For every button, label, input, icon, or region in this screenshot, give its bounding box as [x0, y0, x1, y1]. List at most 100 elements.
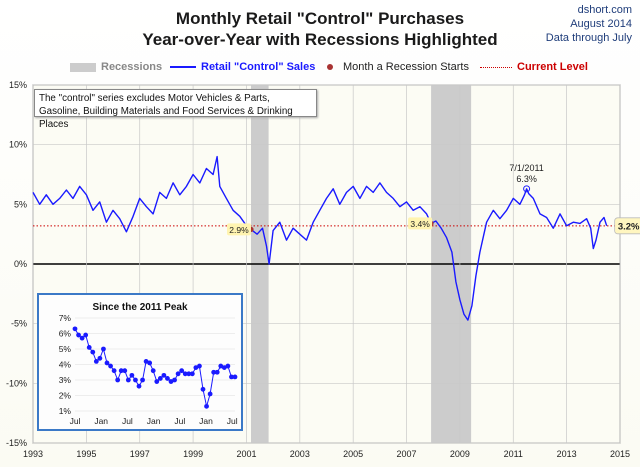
recession-start-dot-icon [327, 64, 333, 71]
inset-y-tick-label: 4% [59, 360, 72, 370]
annotation-peak-value: 6.3% [516, 174, 537, 184]
legend-label-current-level: Current Level [517, 61, 588, 73]
inset-data-point [111, 368, 117, 374]
inset-data-point [189, 371, 195, 377]
inset-data-point [86, 345, 92, 350]
current-level-line-icon [480, 66, 512, 68]
chart-title-line2: Year-over-Year with Recessions Highlight… [142, 30, 498, 49]
legend-item-recession-start: Month a Recession Starts [327, 61, 469, 73]
inset-chart: 1% 2% 3% 4% 5% 6% 7% Jul Jan Jul Jan Jul Jan Jul [59, 313, 238, 426]
recession-swatch-icon [70, 62, 96, 72]
inset-x-tick-label: Jan [147, 416, 161, 426]
current-value-label: 3.2% [618, 221, 640, 232]
inset-data-point [161, 372, 167, 378]
y-tick-label: -5% [11, 319, 27, 329]
y-tick-label: 10% [9, 140, 27, 150]
inset-data-point [182, 371, 188, 377]
annotation-2007-start: 3.4% [410, 219, 430, 229]
inset-y-tick-label: 2% [59, 391, 72, 401]
y-tick-label: 5% [14, 199, 27, 209]
inset-data-point [133, 377, 138, 383]
credit-date: August 2014 [570, 18, 632, 30]
chart-title-line1: Monthly Retail "Control" Purchases [175, 9, 465, 28]
inset-data-point [214, 369, 220, 375]
legend-label-recession-start: Month a Recession Starts [343, 61, 469, 73]
inset-x-tick-label: Jan [94, 416, 108, 426]
annotation-2001-start-bg [226, 223, 251, 236]
inset-x-tick-label: Jul [70, 416, 81, 426]
legend-item-series: Retail "Control" Sales [170, 61, 315, 73]
inset-data-point [200, 386, 206, 392]
inset-data-point [204, 403, 209, 409]
inset-data-point [186, 371, 192, 377]
inset-data-point [72, 326, 78, 332]
x-tick-label: 2007 [397, 449, 417, 459]
inset-data-point [147, 360, 153, 366]
inset-data-point [136, 383, 142, 389]
series-note: The "control" series excludes Motor Vehi… [34, 89, 317, 130]
inset-data-point [165, 376, 170, 381]
inset-y-tick-label: 5% [59, 344, 72, 354]
annotation-2007-start-bg [408, 217, 433, 230]
peak-marker [523, 185, 531, 193]
inset-data-point [175, 371, 181, 377]
inset-data-point [140, 377, 145, 383]
inset-data-point [101, 346, 106, 352]
inset-data-point [83, 332, 89, 338]
inset-data-point [90, 349, 96, 355]
x-tick-label: 1995 [76, 449, 96, 459]
inset-data-point [225, 363, 231, 369]
inset-data-point [150, 368, 156, 374]
inset-data-point [229, 374, 234, 380]
y-tick-label: 0% [14, 259, 27, 269]
inset-data-point [154, 379, 160, 384]
inset-data-point [118, 368, 124, 374]
x-tick-label: 1993 [23, 449, 43, 459]
y-tick-label: -10% [6, 378, 27, 388]
inset-data-point [93, 359, 99, 364]
inset-data-point [108, 363, 113, 369]
inset-x-tick-label: Jul [227, 416, 238, 426]
inset-data-point [129, 372, 135, 378]
x-tick-label: 2013 [557, 449, 577, 459]
credit-site: dshort.com [577, 4, 632, 16]
inset-data-point [79, 335, 85, 341]
x-tick-label: 2015 [610, 449, 630, 459]
inset-data-point [211, 369, 217, 375]
legend-label-series: Retail "Control" Sales [201, 61, 316, 73]
legend: Recessions Retail "Control" Sales Month … [35, 59, 625, 77]
inset-x-tick-label: Jul [174, 416, 185, 426]
inset-data-point [125, 377, 131, 383]
annotation-2001-start: 2.9% [229, 225, 249, 235]
legend-item-current-level: Current Level [480, 61, 588, 73]
inset-chart-panel: Since the 2011 Peak 1% 2% 3% 4% 5% 6% 7% Jul Jan… [37, 293, 243, 431]
credit-data-through: Data through July [545, 32, 632, 44]
inset-x-tick-label: Jan [199, 416, 213, 426]
inset-data-point [115, 377, 121, 383]
y-tick-label: -15% [6, 438, 27, 448]
x-tick-label: 2005 [343, 449, 363, 459]
legend-item-recessions: Recessions [70, 61, 162, 73]
inset-y-tick-label: 3% [59, 375, 72, 385]
series-line-icon [170, 66, 196, 69]
inset-x-tick-label: Jul [122, 416, 133, 426]
y-tick-label: 15% [9, 80, 27, 90]
x-tick-label: 1997 [130, 449, 150, 459]
inset-data-point [76, 332, 81, 338]
inset-data-point [232, 374, 238, 380]
current-value-box [614, 217, 640, 235]
inset-data-point [179, 368, 185, 374]
inset-y-tick-label: 1% [59, 406, 72, 416]
inset-data-point [207, 391, 213, 397]
inset-data-point [104, 360, 110, 366]
x-tick-label: 2001 [236, 449, 256, 459]
inset-data-point [122, 368, 128, 374]
inset-y-tick-label: 6% [59, 329, 72, 339]
inset-data-point [97, 355, 103, 361]
inset-y-tick-label: 7% [59, 313, 72, 323]
x-tick-label: 2009 [450, 449, 470, 459]
legend-label-recessions: Recessions [101, 61, 163, 73]
inset-data-point [197, 363, 202, 369]
x-tick-label: 1999 [183, 449, 203, 459]
x-tick-label: 2011 [504, 449, 523, 459]
